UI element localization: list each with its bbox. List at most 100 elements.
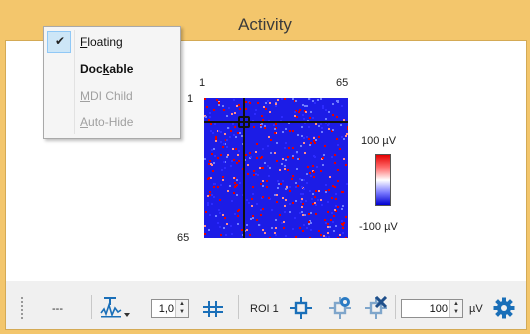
heatmap-pixel — [249, 234, 251, 236]
threshold-stepper-arrows[interactable]: ▲ ▼ — [449, 300, 462, 317]
heatmap-pixel — [217, 157, 219, 159]
heatmap-pixel — [292, 147, 294, 149]
heatmap-pixel — [309, 220, 311, 222]
heatmap-pixel — [335, 198, 337, 200]
heatmap-pixel — [339, 148, 341, 150]
heatmap-pixel — [252, 215, 254, 217]
heatmap-pixel — [238, 104, 240, 106]
heatmap-pixel — [301, 206, 303, 208]
heatmap-pixel — [274, 128, 276, 130]
heatmap-pixel — [341, 136, 343, 138]
crosshair-horizontal[interactable] — [204, 121, 348, 123]
heatmap-pixel — [228, 127, 230, 129]
roi-add-icon[interactable] — [289, 296, 313, 320]
heatmap-pixel — [212, 132, 214, 134]
heatmap-pixel — [284, 205, 286, 207]
menu-item-dockable[interactable]: Dockable — [44, 56, 180, 82]
heatmap-pixel — [268, 197, 270, 199]
heatmap-pixel — [310, 212, 312, 214]
heatmap-pixel — [222, 176, 224, 178]
heatmap-pixel — [211, 194, 213, 196]
heatmap-pixel — [342, 232, 344, 234]
heatmap-pixel — [289, 186, 291, 188]
heatmap-pixel — [297, 158, 299, 160]
heatmap-pixel — [250, 218, 252, 220]
heatmap-pixel — [275, 132, 277, 134]
heatmap-pixel — [341, 220, 343, 222]
heatmap-pixel — [255, 151, 257, 153]
heatmap-pixel — [226, 115, 228, 117]
heatmap-pixel — [317, 199, 319, 201]
menu-item-mdi-child[interactable]: MDI Child — [44, 83, 180, 109]
heatmap-pixel — [320, 170, 322, 172]
heatmap-pixel — [299, 178, 301, 180]
heatmap-pixel — [313, 171, 315, 173]
heatmap-pixel — [302, 114, 304, 116]
grip-icon[interactable] — [21, 297, 25, 319]
colorbar-max-label: 100 µV — [361, 135, 397, 147]
heatmap-pixel — [296, 168, 298, 170]
heatmap-pixel — [284, 98, 286, 100]
heatmap-pixel — [210, 177, 212, 179]
heatmap-pixel — [314, 142, 316, 144]
heatmap-pixel — [245, 101, 247, 103]
heatmap-pixel — [318, 125, 320, 127]
heatmap-pixel — [224, 217, 226, 219]
heatmap-pixel — [232, 123, 234, 125]
heatmap-pixel — [324, 219, 326, 221]
heatmap-pixel — [226, 139, 228, 141]
gear-icon[interactable] — [493, 297, 515, 319]
heatmap-pixel — [334, 186, 336, 188]
heatmap-pixel — [235, 148, 237, 150]
heatmap-pixel — [345, 216, 347, 218]
heatmap-pixel — [285, 159, 287, 161]
scale-stepper[interactable]: 1,0 ▲ ▼ — [151, 299, 189, 318]
heatmap-pixel — [287, 156, 289, 158]
heatmap-pixel — [308, 223, 310, 225]
roi-settings-icon[interactable] — [328, 296, 352, 320]
heatmap-pixel — [321, 158, 323, 160]
align-icon[interactable] — [200, 297, 226, 319]
heatmap-pixel — [264, 162, 266, 164]
threshold-stepper[interactable]: 100 ▲ ▼ — [401, 299, 463, 318]
heatmap-pixel — [252, 193, 254, 195]
menu-item-auto-hide[interactable]: Auto-Hide — [44, 109, 180, 135]
heatmap-pixel — [334, 209, 336, 211]
heatmap-pixel — [260, 183, 262, 185]
heatmap-pixel — [267, 100, 269, 102]
menu-gutter-separator — [74, 30, 75, 134]
heatmap-pixel — [267, 145, 269, 147]
heatmap-pixel — [218, 130, 220, 132]
heatmap-pixel — [287, 169, 289, 171]
heatmap-pixel — [261, 156, 263, 158]
menu-item-floating[interactable]: ✔ Floating — [44, 29, 180, 55]
activity-heatmap[interactable] — [204, 98, 348, 238]
heatmap-pixel — [345, 135, 347, 137]
heatmap-pixel — [320, 199, 322, 201]
heatmap-pixel — [341, 208, 343, 210]
heatmap-pixel — [236, 162, 238, 164]
heatmap-pixel — [292, 228, 294, 230]
heatmap-pixel — [234, 177, 236, 179]
roi-remove-icon[interactable] — [364, 295, 388, 320]
crosshair-marker[interactable] — [238, 116, 250, 128]
heatmap-pixel — [325, 191, 327, 193]
heatmap-pixel — [213, 162, 215, 164]
waveform-scale-icon[interactable] — [100, 295, 122, 319]
dropdown-arrow-icon[interactable] — [123, 305, 131, 317]
scale-stepper-arrows[interactable]: ▲ ▼ — [175, 300, 188, 317]
heatmap-pixel — [276, 201, 278, 203]
heatmap-pixel — [310, 142, 312, 144]
heatmap-pixel — [264, 125, 266, 127]
heatmap-pixel — [313, 137, 315, 139]
title-bar[interactable]: Activity — [0, 0, 530, 40]
heatmap-pixel — [227, 154, 229, 156]
heatmap-pixel — [206, 106, 208, 108]
heatmap-pixel — [325, 109, 327, 111]
crosshair-vertical[interactable] — [243, 98, 245, 238]
heatmap-pixel — [246, 199, 248, 201]
heatmap-pixel — [254, 113, 256, 115]
heatmap-pixel — [339, 234, 341, 236]
heatmap-pixel — [232, 148, 234, 150]
heatmap-pixel — [214, 183, 216, 185]
